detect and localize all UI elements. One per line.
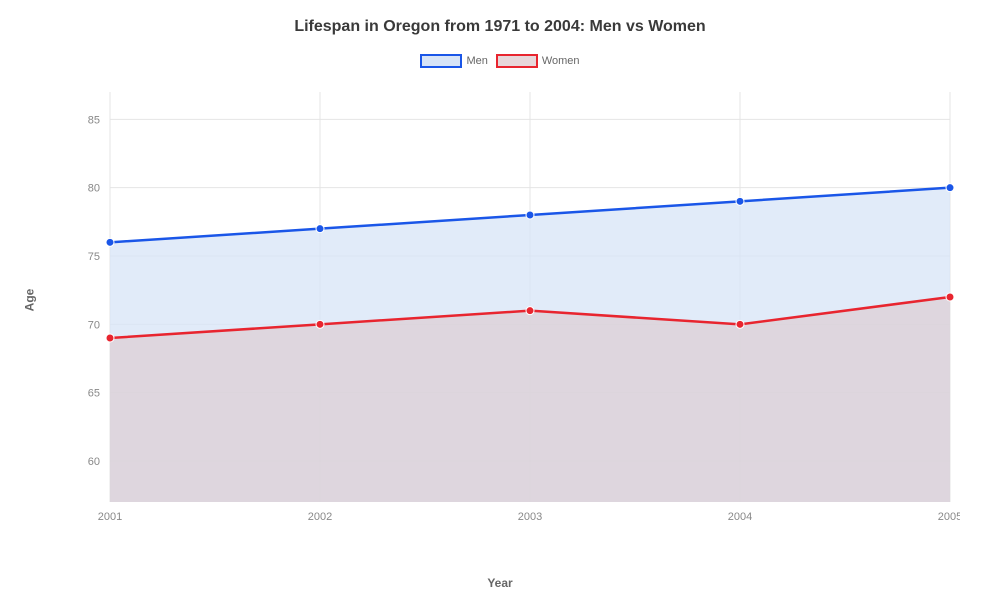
legend-swatch-women	[496, 54, 538, 68]
svg-text:65: 65	[88, 388, 100, 400]
svg-text:2004: 2004	[728, 511, 752, 523]
svg-text:60: 60	[88, 456, 100, 468]
x-axis-label: Year	[487, 576, 512, 590]
legend-item-women: Women	[496, 54, 580, 68]
svg-text:2002: 2002	[308, 511, 332, 523]
legend-label-women: Women	[542, 55, 580, 67]
y-axis-label: Age	[22, 289, 36, 312]
legend-swatch-men	[420, 54, 462, 68]
plot-area: 60 65 70 75 80 85 2001 2002 2003 2004 2005	[60, 92, 960, 532]
legend: Men Women	[0, 54, 1000, 68]
svg-text:2001: 2001	[98, 511, 122, 523]
svg-text:2005: 2005	[938, 511, 960, 523]
svg-text:80: 80	[88, 183, 100, 195]
legend-label-men: Men	[466, 55, 487, 67]
svg-text:75: 75	[88, 251, 100, 263]
chart-title: Lifespan in Oregon from 1971 to 2004: Me…	[0, 0, 1000, 36]
svg-text:85: 85	[88, 114, 100, 126]
chart-svg: 60 65 70 75 80 85 2001 2002 2003 2004 2005	[60, 92, 960, 532]
svg-text:70: 70	[88, 319, 100, 331]
legend-item-men: Men	[420, 54, 487, 68]
svg-text:2003: 2003	[518, 511, 542, 523]
